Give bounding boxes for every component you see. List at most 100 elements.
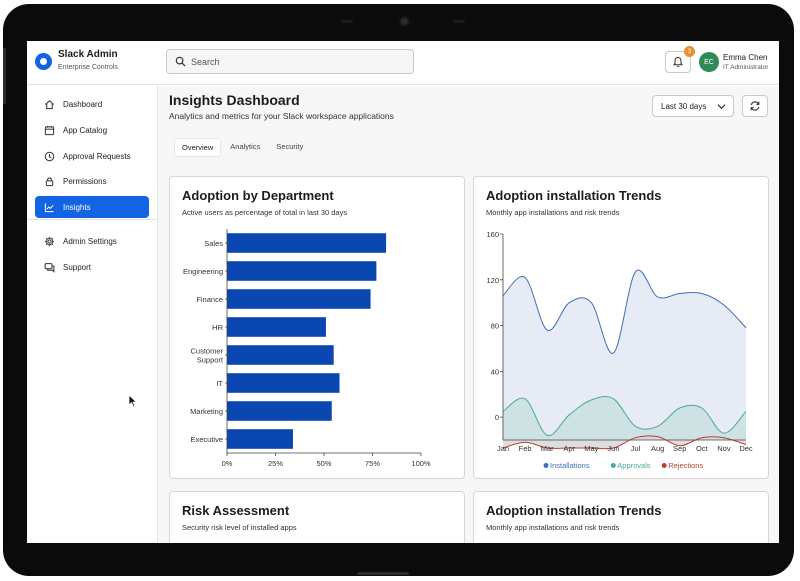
bar [227,429,293,449]
legend-dot [543,463,549,468]
sidebar-item-dashboard[interactable]: Dashboard [35,93,149,115]
search-box[interactable] [166,49,414,74]
sidebar-item-support[interactable]: Support [35,256,149,278]
tick-label: Dec [739,444,753,453]
category-label: IT [216,379,223,388]
tick-label: Oct [696,444,709,453]
card-subtitle: Monthly app installations and risk trend… [486,523,620,532]
tab-overview[interactable]: Overview [174,138,222,157]
tick-label: 75% [365,459,380,468]
bell-icon [673,56,683,67]
risk-card: Risk Assessment Security risk level of i… [169,491,465,543]
tick-label: 25% [268,459,283,468]
tick-label: Mar [541,444,554,453]
series-line [502,269,747,354]
card-title: Adoption installation Trends [486,188,662,203]
card-subtitle: Monthly app installations and risk trend… [486,208,620,217]
category-label: HR [212,323,223,332]
series-line [502,396,747,437]
tick-label: Jul [631,444,641,453]
legend-label: Installations [550,461,590,470]
tick-label: Nov [717,444,731,453]
sidebar-item-label: Approval Requests [63,151,131,161]
camera-icon [399,16,410,27]
user-role: IT Administrator [723,64,769,71]
clock-icon [44,151,55,161]
tick-label: 40 [491,367,499,376]
legend-dot [610,463,616,468]
card-title: Adoption by Department [182,188,334,203]
user-name: Emma Chen [723,53,768,62]
home-icon [45,99,54,109]
tick-label: May [584,444,598,453]
tick-label: 50% [316,459,331,468]
sidebar-item-label: Permissions [63,176,107,186]
chat-icon [44,262,55,273]
app-name: Slack Admin [58,49,118,60]
brand-logo-icon [35,52,52,70]
app-screen: Slack Admin Enterprise Controls 3 EC Emm… [27,41,779,543]
tick-label: 0% [222,459,233,468]
sidebar-item-label: Insights [63,202,91,212]
tick-label: 100% [411,459,431,468]
refresh-icon [750,101,760,111]
hardware-button [453,20,465,23]
category-label: Sales [204,239,223,248]
series-line [502,435,747,450]
tick-label: 160 [486,230,499,239]
trends-area-chart: 0 40 80 120 160 Jan Feb Mar Apr May Jun Jul Aug Sep Oc… [486,230,753,470]
bar [227,261,377,281]
search-input[interactable] [191,56,391,67]
category-label: Support [197,356,224,365]
hardware-button [3,48,6,104]
date-range-value: Last 30 days [661,101,707,111]
sidebar-item-permissions[interactable]: Permissions [35,170,149,192]
tick-label: Jan [497,444,509,453]
app-subtitle: Enterprise Controls [58,64,118,71]
sidebar-item-app-catalog[interactable]: App Catalog [35,119,149,141]
sidebar-item-label: Dashboard [63,99,103,109]
category-label: Engineering [183,267,223,276]
sidebar-item-approval-requests[interactable]: Approval Requests [35,145,149,167]
category-label: Marketing [190,407,223,416]
tick-label: 120 [486,276,499,285]
category-label: Customer [190,347,223,356]
tick-label: 80 [491,322,499,331]
chart-icon [44,202,54,212]
category-label: Finance [196,295,223,304]
tick-label: Aug [651,444,664,453]
bar [227,317,326,337]
refresh-button[interactable] [742,95,768,117]
bar [227,289,371,309]
adoption-bar-chart: Sales Engineering Finance HR CustomerSupport… [183,229,431,468]
page-title: Insights Dashboard [169,92,300,108]
adoption-card: Sales Engineering Finance HR Customer Support… [169,176,465,479]
sidebar: Dashboard App Catalog Approval Requests … [27,86,158,543]
trends-card-2: Adoption installation Trends Monthly app… [473,491,769,543]
card-subtitle: Active users as percentage of total in l… [182,208,348,217]
date-range-select[interactable]: Last 30 days [652,95,734,117]
card-title: Risk Assessment [182,503,290,518]
notifications-button[interactable]: 3 [665,46,695,73]
card-subtitle: Security risk level of installed apps [182,523,297,532]
main-content: Insights Dashboard Analytics and metrics… [158,86,779,543]
avatar[interactable]: EC [699,52,719,72]
tablet-frame: Slack Admin Enterprise Controls 3 EC Emm… [3,4,794,576]
sidebar-item-admin-settings[interactable]: Admin Settings [35,230,149,252]
hardware-button [341,20,353,23]
category-label: Executive [190,435,223,444]
series-area [503,270,746,440]
chevron-down-icon [717,104,726,110]
tab-security[interactable]: Security [276,142,304,151]
tick-label: Jun [607,444,619,453]
legend-dot [661,463,667,468]
tick-label: Apr [563,444,575,453]
tab-analytics[interactable]: Analytics [230,142,261,151]
sidebar-item-insights[interactable]: Insights [35,196,149,218]
series-area [503,435,746,449]
bar [227,373,340,393]
sidebar-item-label: Admin Settings [63,236,117,246]
brand[interactable]: Slack Admin Enterprise Controls [35,49,118,73]
notification-badge: 3 [684,46,695,57]
card-title: Adoption installation Trends [486,503,662,518]
